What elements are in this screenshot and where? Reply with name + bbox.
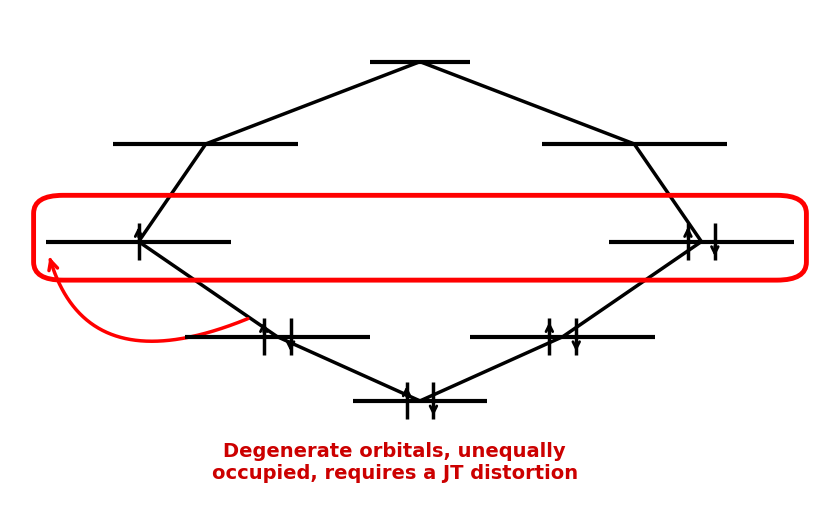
Text: Degenerate orbitals, unequally
occupied, requires a JT distortion: Degenerate orbitals, unequally occupied,…	[212, 442, 578, 483]
